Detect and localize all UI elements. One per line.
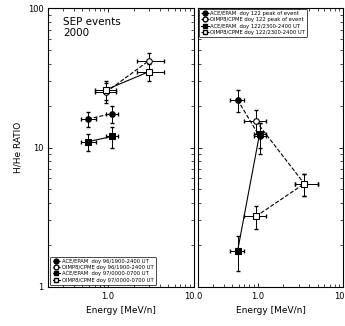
Text: SEP events
2000: SEP events 2000 [63, 17, 121, 38]
Y-axis label: H/He RATIO: H/He RATIO [13, 122, 22, 173]
X-axis label: Energy [MeV/n]: Energy [MeV/n] [86, 306, 156, 315]
X-axis label: Energy [MeV/n]: Energy [MeV/n] [236, 306, 306, 315]
Legend: ACE/EPAM  doy 96/1900-2400 UT, OIMP8/CPME doy 96/1900-2400 UT, ACE/EPAM  doy 97/: ACE/EPAM doy 96/1900-2400 UT, OIMP8/CPME… [50, 257, 156, 285]
Legend: ACE/EPAM  doy 122 peak of event, OIMP8/CPME doy 122 peak of event, ACE/EPAM  doy: ACE/EPAM doy 122 peak of event, OIMP8/CP… [199, 9, 307, 37]
